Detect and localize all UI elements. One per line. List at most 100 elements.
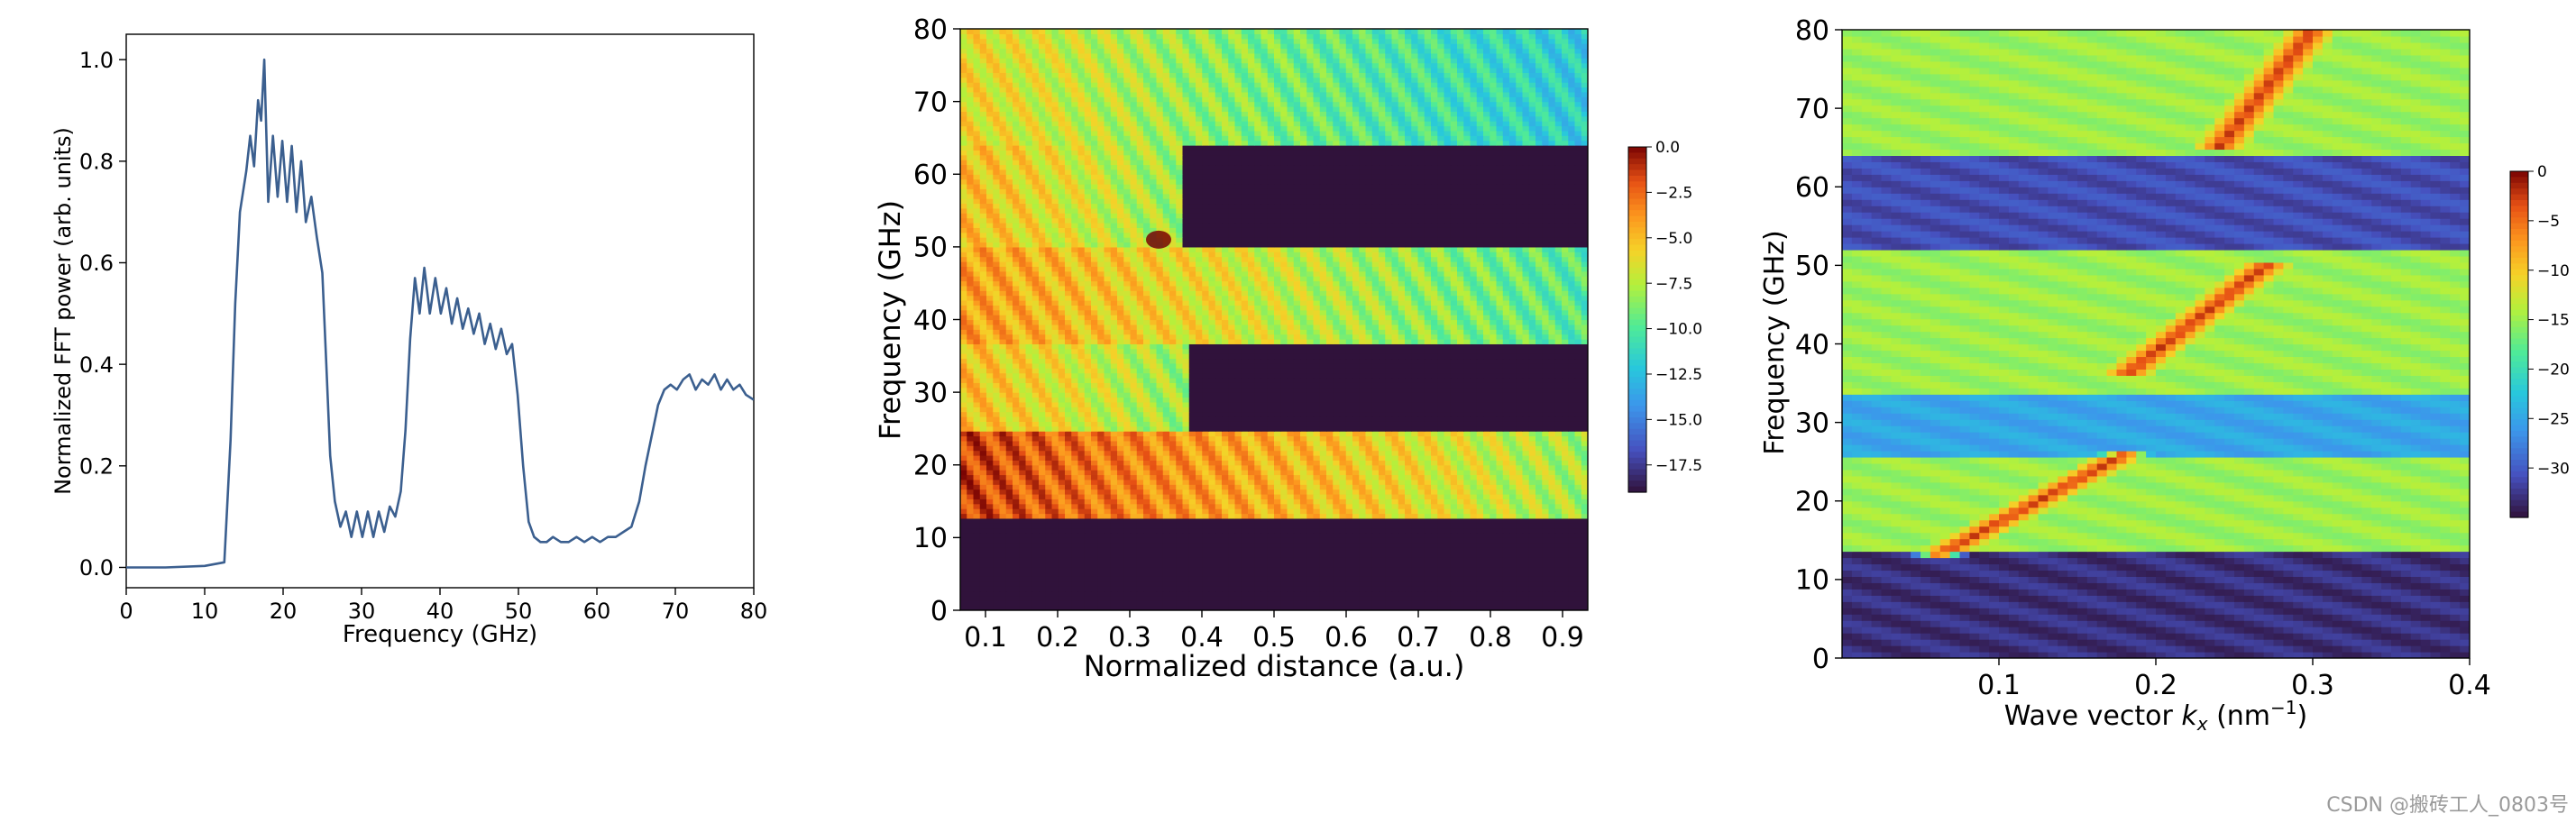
heatmap-cell xyxy=(1542,566,1550,572)
heatmap-cell xyxy=(1234,556,1242,562)
heatmap-cell xyxy=(1143,368,1150,374)
heatmap-cell xyxy=(1228,378,1236,383)
heatmap-cell xyxy=(1031,572,1040,577)
panel-b-heatmap: 0.1 0.2 0.3 0.4 0.5 0.6 0.7 0.8 0.9 010203040506… xyxy=(873,14,1702,683)
heatmap-cell xyxy=(1300,464,1307,471)
heatmap-cell xyxy=(1483,440,1490,446)
heatmap-cell xyxy=(1490,392,1498,398)
heatmap-cell xyxy=(1411,489,1419,495)
heatmap-cell xyxy=(1065,489,1072,495)
heatmap-cell xyxy=(1326,411,1334,417)
heatmap-cell xyxy=(1110,572,1118,577)
heatmap-cell xyxy=(1025,523,1033,529)
heatmap-cell xyxy=(1562,489,1569,495)
heatmap-cell xyxy=(1371,552,1380,558)
heatmap-cell xyxy=(1169,387,1177,393)
heatmap-cell xyxy=(960,498,967,505)
heatmap-cell xyxy=(1117,494,1124,499)
heatmap-cell xyxy=(1522,474,1530,480)
heatmap-cell xyxy=(1470,421,1478,427)
heatmap-cell xyxy=(999,397,1007,403)
heatmap-cell xyxy=(1091,600,1098,607)
heatmap-cell xyxy=(1437,387,1445,393)
heatmap-cell xyxy=(1208,523,1216,529)
heatmap-cell xyxy=(1077,586,1086,592)
heatmap-cell xyxy=(1039,460,1046,466)
heatmap-cell xyxy=(1345,411,1353,417)
heatmap-cell xyxy=(1352,407,1360,413)
heatmap-cell xyxy=(1542,474,1550,480)
heatmap-cell xyxy=(1371,542,1380,548)
heatmap-cell xyxy=(1542,464,1550,471)
heatmap-cell xyxy=(1031,586,1040,592)
heatmap-cell xyxy=(1431,372,1438,379)
heatmap-cell xyxy=(1260,489,1269,495)
heatmap-cell xyxy=(1345,533,1353,538)
heatmap-cell xyxy=(1502,600,1510,607)
heatmap-cell xyxy=(1123,401,1132,407)
heatmap-cell xyxy=(1202,425,1210,432)
heatmap-cell xyxy=(1516,392,1524,398)
heatmap-cell xyxy=(1437,494,1445,499)
heatmap-cell xyxy=(1280,552,1288,558)
heatmap-cell xyxy=(979,590,987,597)
heatmap-cell xyxy=(1509,445,1517,452)
heatmap-cell xyxy=(1039,464,1046,471)
heatmap-cell xyxy=(1071,503,1079,509)
heatmap-cell xyxy=(1058,498,1066,505)
heatmap-cell xyxy=(1051,527,1059,534)
heatmap-cell xyxy=(1123,368,1132,374)
heatmap-cell xyxy=(1031,590,1040,597)
heatmap-cell xyxy=(1554,479,1563,485)
heatmap-cell xyxy=(1156,562,1164,568)
heatmap-cell xyxy=(1333,362,1341,369)
heatmap-cell xyxy=(1182,435,1190,442)
heatmap-cell xyxy=(1031,552,1040,558)
heatmap-cell xyxy=(1542,576,1550,582)
heatmap-cell xyxy=(1019,358,1027,364)
heatmap-cell xyxy=(1208,494,1216,499)
heatmap-cell xyxy=(1300,479,1307,485)
heatmap-cell xyxy=(1005,600,1013,607)
heatmap-cell xyxy=(1013,586,1020,592)
heatmap-cell xyxy=(1562,586,1569,592)
heatmap-cell xyxy=(1025,590,1033,597)
heatmap-cell xyxy=(1548,411,1556,417)
heatmap-cell xyxy=(1437,435,1445,442)
heatmap-cell xyxy=(1136,605,1144,610)
heatmap-cell xyxy=(1365,489,1373,495)
heatmap-cell xyxy=(1196,421,1203,427)
heatmap-cell xyxy=(1470,474,1478,480)
heatmap-cell xyxy=(1031,517,1040,524)
heatmap-cell xyxy=(1339,474,1347,480)
heatmap-cell xyxy=(1509,556,1517,562)
heatmap-cell xyxy=(1222,460,1229,466)
heatmap-cell xyxy=(1228,517,1236,524)
heatmap-cell xyxy=(1470,464,1478,471)
heatmap-cell xyxy=(1188,576,1196,582)
heatmap-cell xyxy=(1274,411,1281,417)
heatmap-cell xyxy=(1182,489,1190,495)
heatmap-cell xyxy=(1091,460,1098,466)
heatmap-cell xyxy=(1424,508,1432,515)
heatmap-cell xyxy=(1476,547,1484,553)
heatmap-cell xyxy=(1241,523,1249,529)
heatmap-cell xyxy=(1260,542,1269,548)
heatmap-cell xyxy=(1339,358,1347,364)
heatmap-cell xyxy=(1450,392,1458,398)
heatmap-cell xyxy=(1293,425,1301,432)
heatmap-cell xyxy=(1581,605,1588,610)
heatmap-cell xyxy=(1554,566,1563,572)
heatmap-cell xyxy=(1031,378,1040,383)
heatmap-cell xyxy=(1476,489,1484,495)
heatmap-cell xyxy=(1260,445,1269,452)
heatmap-cell xyxy=(1150,600,1158,607)
heatmap-cell xyxy=(1444,440,1452,446)
heatmap-cell xyxy=(1065,523,1072,529)
heatmap-cell xyxy=(1241,397,1249,403)
heatmap-cell xyxy=(1031,494,1040,499)
heatmap-cell xyxy=(1450,537,1458,544)
heatmap-cell xyxy=(1365,368,1373,374)
heatmap-cell xyxy=(1156,460,1164,466)
heatmap-cell xyxy=(1222,513,1229,519)
